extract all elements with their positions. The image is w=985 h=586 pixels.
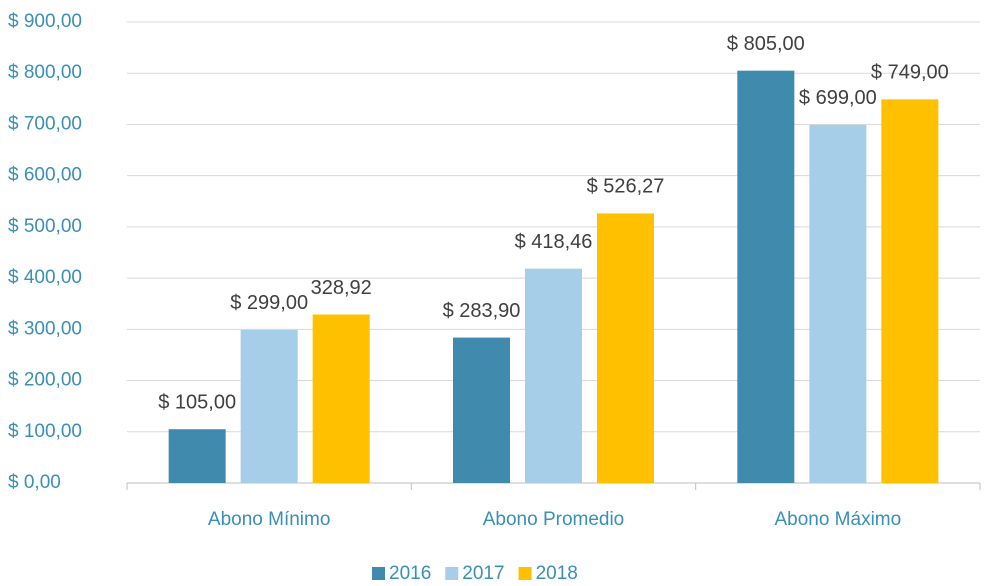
bar [168, 429, 226, 483]
y-tick-label: $ 0,00 [8, 472, 61, 493]
legend-swatch [518, 567, 532, 580]
legend-swatch [445, 567, 459, 580]
y-tick-label: $ 700,00 [8, 113, 82, 134]
y-tick-label: $ 200,00 [8, 370, 82, 391]
bar [881, 99, 939, 484]
bar [312, 314, 370, 483]
y-tick-label: $ 600,00 [8, 165, 82, 186]
value-label: $ 283,90 [443, 300, 521, 322]
bar [809, 124, 867, 483]
x-tick-label: Abono Máximo [774, 509, 901, 530]
bar [240, 329, 298, 483]
bar [453, 337, 510, 483]
value-label: $ 299,00 [230, 292, 308, 314]
x-tick-label: Abono Mínimo [208, 509, 331, 530]
y-tick-label: $ 500,00 [8, 216, 82, 237]
value-label: 328,92 [311, 277, 372, 299]
bar [737, 70, 795, 484]
legend-label: 2016 [389, 563, 431, 584]
value-label: $ 805,00 [727, 33, 805, 55]
value-label: $ 749,00 [871, 62, 949, 84]
legend-swatch [372, 567, 385, 580]
bar [597, 213, 654, 484]
value-label: $ 105,00 [158, 391, 236, 413]
value-label: $ 418,46 [515, 231, 593, 253]
legend-label: 2017 [462, 563, 504, 584]
y-tick-label: $ 100,00 [8, 421, 82, 442]
y-tick-label: $ 900,00 [8, 11, 82, 32]
value-label: $ 526,27 [587, 176, 665, 198]
bar [525, 268, 582, 483]
legend-label: 2018 [536, 563, 578, 584]
y-tick-label: $ 300,00 [8, 318, 82, 339]
y-tick-label: $ 400,00 [8, 267, 82, 288]
value-label: $ 699,00 [799, 87, 877, 109]
x-tick-label: Abono Promedio [483, 509, 625, 530]
y-tick-label: $ 800,00 [8, 62, 82, 83]
